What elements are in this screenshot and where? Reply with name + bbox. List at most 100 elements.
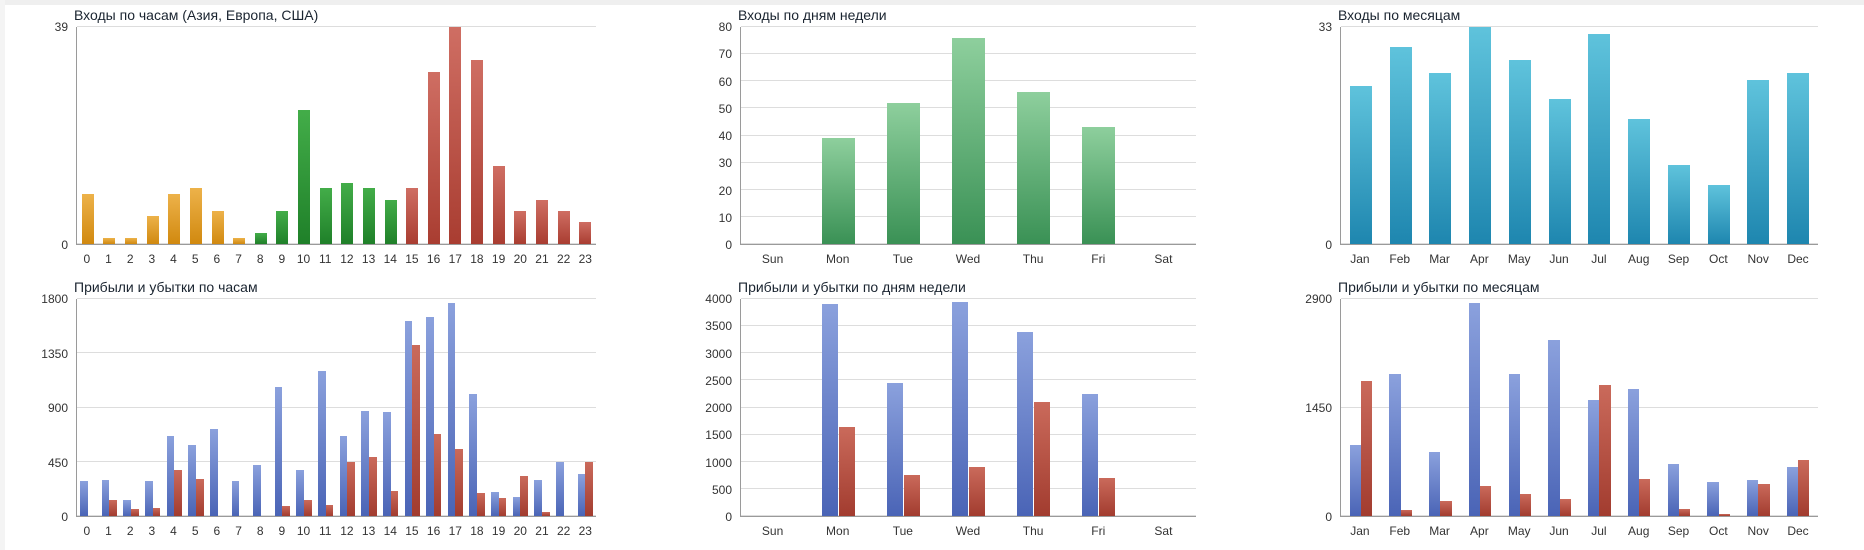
- gridline: [741, 352, 1196, 354]
- y-tick-label: 2000: [705, 401, 732, 415]
- y-tick-label: 1350: [41, 346, 68, 361]
- loss-bar: [520, 476, 528, 516]
- chart-title: Прибыли и убытки по часам: [74, 279, 258, 295]
- x-tick-label: 22: [556, 524, 571, 538]
- x-tick-label: 16: [426, 524, 441, 538]
- profit-bar: [491, 491, 499, 516]
- y-tick-label: 0: [61, 510, 68, 524]
- x-tick-label: 8: [256, 252, 264, 266]
- loss-bar: [838, 426, 856, 516]
- entries-bar: [1508, 59, 1531, 244]
- y-tick-label: 0: [725, 238, 732, 252]
- loss-bar: [1678, 508, 1690, 516]
- entries-bar: [103, 238, 116, 244]
- y-tick-label: 0: [61, 238, 68, 252]
- entries-bar: [1548, 99, 1571, 244]
- x-tick-label: Aug: [1628, 252, 1650, 266]
- loss-bar: [347, 461, 355, 516]
- profit-bar: [1429, 452, 1441, 516]
- y-tick-label: 450: [47, 455, 68, 470]
- profit-bar: [404, 320, 413, 516]
- x-tick-label: Jul: [1591, 252, 1607, 266]
- x-tick-label: 6: [213, 524, 221, 538]
- plot-area: [740, 298, 1196, 517]
- loss-bar: [1718, 513, 1730, 516]
- plot-area: [740, 26, 1196, 245]
- x-tick-label: Sun: [761, 524, 784, 538]
- entries-bar: [1469, 27, 1492, 244]
- x-tick-label: Mon: [826, 524, 850, 538]
- x-tick-label: Feb: [1389, 252, 1411, 266]
- x-tick-label: 20: [513, 524, 527, 538]
- y-tick-label: 50: [718, 101, 732, 116]
- profit-bar: [1747, 480, 1759, 516]
- profit-bar: [447, 302, 456, 516]
- x-tick-label: 4: [170, 524, 177, 538]
- x-tick-label: 18: [470, 524, 484, 538]
- x-tick-label: 12: [340, 252, 354, 266]
- profit-bar: [145, 481, 153, 516]
- chart-panel-pnl-by-weekday: Прибыли и убытки по дням недели 0 500 1000…: [702, 277, 1200, 543]
- y-tick-label: 3500: [705, 319, 732, 334]
- x-tick-label: 4: [170, 252, 177, 266]
- chart-panel-entries-by-weekday: Входы по дням недели 0 10 20 30 40 50 60 70 80 S…: [702, 5, 1200, 271]
- x-tick-label: Jan: [1350, 524, 1370, 538]
- x-tick-label: Nov: [1747, 252, 1769, 266]
- entries-bar: [189, 188, 202, 244]
- entries-bar: [319, 188, 332, 244]
- profit-bar: [886, 383, 904, 516]
- profit-bar: [339, 436, 348, 516]
- profit-bar: [1016, 331, 1034, 516]
- x-tick-label: 3: [148, 524, 156, 538]
- loss-bar: [903, 475, 921, 516]
- gridline: [741, 379, 1196, 381]
- x-tick-label: Fri: [1091, 252, 1106, 266]
- y-axis-labels: 0 39: [38, 21, 72, 251]
- loss-bar: [541, 512, 550, 516]
- loss-bar: [1098, 478, 1116, 516]
- loss-bar: [304, 500, 312, 516]
- x-tick-label: 8: [256, 524, 264, 538]
- loss-bar: [390, 490, 399, 516]
- x-tick-label: 23: [578, 252, 592, 266]
- gridline: [77, 515, 596, 516]
- profit-bar: [188, 444, 196, 516]
- y-tick-label: 80: [718, 20, 732, 34]
- x-tick-label: 6: [213, 252, 221, 266]
- page-left-edge: [0, 0, 5, 550]
- entries-bar: [1429, 73, 1452, 244]
- profit-bar: [469, 394, 478, 516]
- plot-area: [76, 26, 596, 245]
- y-tick-label: 0: [725, 510, 732, 524]
- loss-bar: [131, 508, 139, 516]
- x-tick-label: Mar: [1429, 524, 1450, 538]
- y-axis-labels: 0 1450 2900: [1302, 293, 1336, 523]
- entries-bar: [579, 221, 592, 244]
- entries-bar: [341, 182, 354, 244]
- chart-title: Входы по дням недели: [738, 7, 887, 23]
- chart-title: Входы по часам (Азия, Европа, США): [74, 7, 319, 23]
- loss-bar: [1033, 402, 1051, 516]
- x-tick-label: Sat: [1154, 524, 1173, 538]
- profit-bar: [166, 436, 175, 516]
- entries-bar: [492, 166, 505, 244]
- x-tick-label: 3: [148, 252, 156, 266]
- profit-bar: [534, 479, 542, 516]
- x-tick-label: 10: [296, 524, 311, 538]
- plot-area: [1340, 298, 1818, 517]
- x-tick-label: Dec: [1787, 524, 1809, 538]
- entries-bar: [362, 188, 375, 244]
- loss-bar: [1400, 510, 1412, 516]
- y-tick-label: 20: [718, 183, 732, 198]
- x-tick-label: Jan: [1350, 252, 1370, 266]
- x-tick-label: Wed: [955, 252, 981, 266]
- loss-bar: [968, 467, 986, 516]
- y-axis-labels: 0 500 1000 1500 2000 2500 3000 3500 4000: [702, 293, 736, 523]
- y-tick-label: 2900: [1305, 292, 1332, 306]
- y-tick-label: 60: [718, 74, 732, 89]
- gridline: [741, 460, 1196, 462]
- x-tick-label: Oct: [1709, 252, 1728, 266]
- x-tick-label: 0: [83, 524, 91, 538]
- loss-bar: [433, 434, 442, 516]
- profit-bar: [577, 473, 586, 516]
